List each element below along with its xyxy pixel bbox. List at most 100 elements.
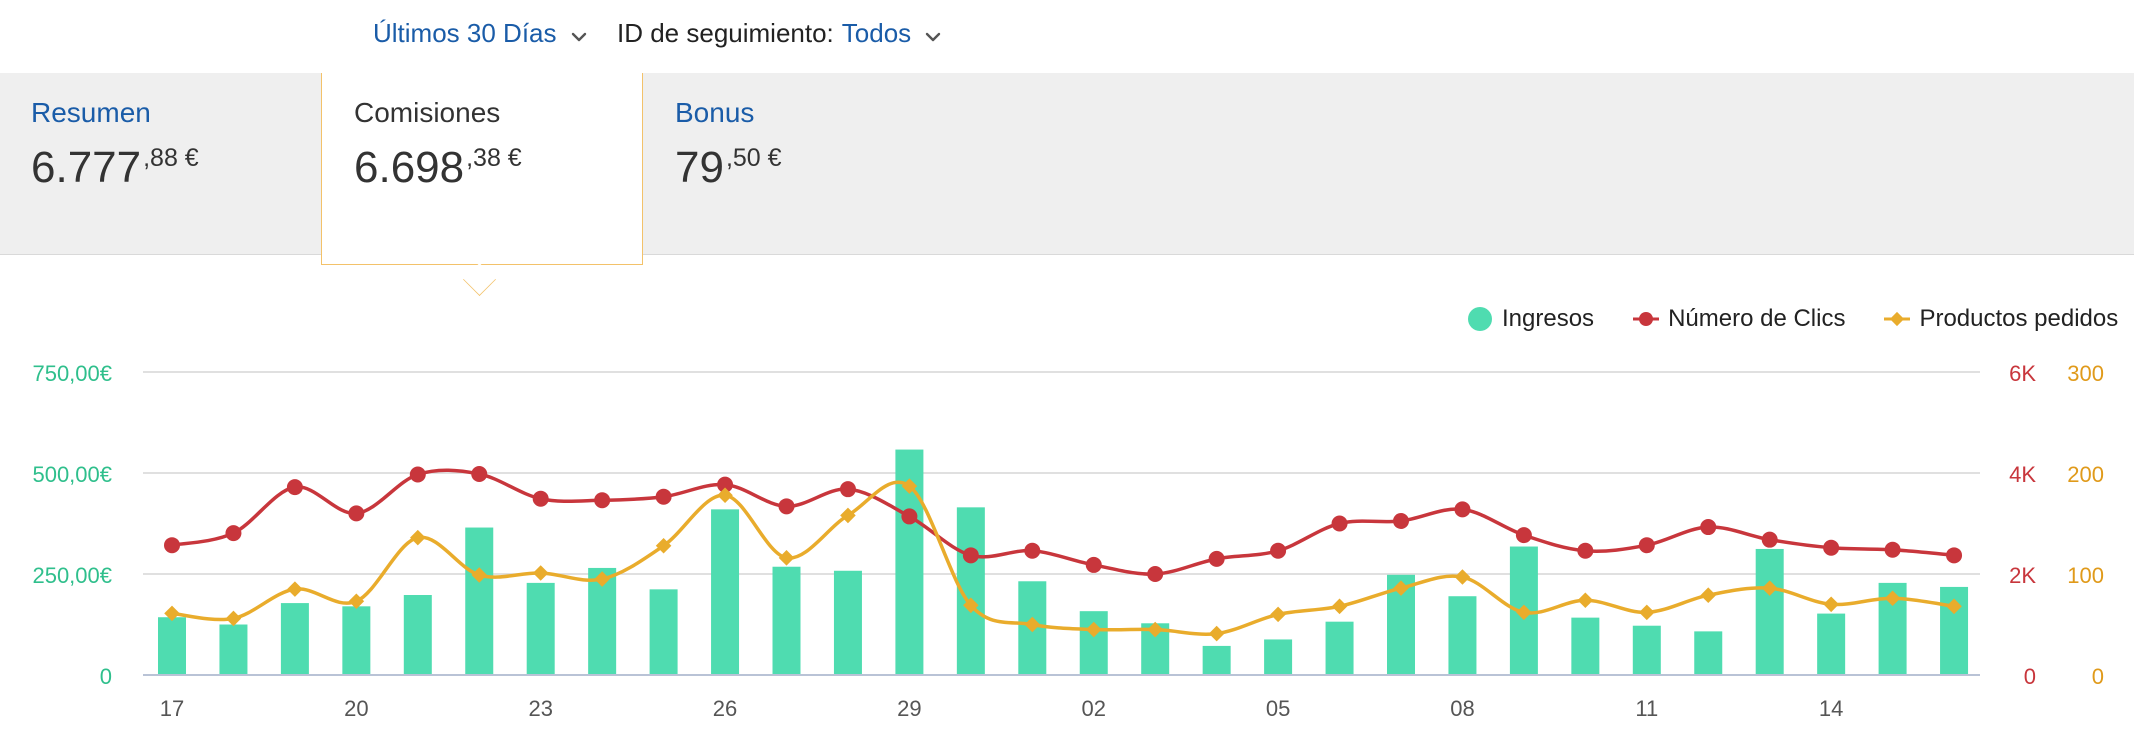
point-productos	[164, 605, 180, 622]
point-productos	[1085, 621, 1102, 638]
legend-item-productos[interactable]: Productos pedidos	[1883, 305, 2118, 333]
line-clics	[171, 468, 1955, 576]
bar-ingresos	[1817, 613, 1846, 675]
y-left-tick-label: 500,00€	[32, 462, 112, 487]
point-productos	[1577, 592, 1594, 609]
tracking-id-value: Todos	[841, 18, 912, 48]
card-title: Resumen	[31, 97, 151, 128]
point-clics	[1515, 527, 1532, 544]
filter-bar: Últimos 30 Días ID de seguimiento: Todos	[0, 0, 2134, 74]
legend-dot-icon	[1468, 307, 1492, 331]
summary-card-comisiones[interactable]: Comisiones 6.698,38 €	[321, 73, 643, 265]
bar-ingresos	[649, 589, 678, 675]
bar-ingresos	[158, 617, 186, 675]
point-clics	[1761, 531, 1778, 548]
x-tick-label: 20	[344, 696, 368, 721]
point-clics	[962, 547, 979, 564]
x-tick-label: 08	[1450, 696, 1474, 721]
point-productos	[1884, 590, 1901, 607]
point-clics	[1024, 542, 1041, 559]
legend-item-ingresos[interactable]: Ingresos	[1466, 305, 1594, 333]
bar-ingresos	[1325, 621, 1354, 675]
y-right-productos-tick-label: 0	[2092, 664, 2104, 689]
x-tick-label: 23	[528, 696, 552, 721]
legend-item-clics[interactable]: Número de Clics	[1632, 305, 1845, 333]
point-productos	[840, 507, 856, 524]
point-productos	[410, 529, 426, 546]
point-productos	[1700, 587, 1717, 603]
y-left-tick-label: 0	[100, 664, 112, 689]
point-productos	[655, 537, 672, 554]
point-clics	[901, 508, 918, 525]
point-productos	[1454, 569, 1471, 585]
point-clics	[1638, 537, 1655, 554]
point-clics	[778, 498, 795, 515]
bar-ingresos	[465, 527, 494, 675]
point-productos	[287, 581, 303, 597]
point-clics	[1270, 542, 1287, 559]
bar-ingresos	[1694, 631, 1723, 675]
legend-label: Productos pedidos	[1919, 305, 2119, 332]
bar-ingresos	[1079, 611, 1108, 675]
card-title: Comisiones	[354, 97, 501, 128]
x-tick-label: 02	[1082, 696, 1106, 721]
summary-card-bonus[interactable]: Bonus 79,50 €	[644, 73, 964, 254]
point-clics	[655, 488, 672, 505]
point-productos	[1761, 580, 1778, 596]
y-right-clics-tick-label: 0	[2024, 664, 2036, 689]
y-right-productos-tick-label: 200	[2067, 462, 2104, 487]
bar-ingresos	[1571, 617, 1600, 675]
tracking-id-dropdown[interactable]: ID de seguimiento: Todos	[617, 18, 941, 49]
point-clics	[717, 476, 734, 493]
point-productos	[532, 565, 549, 581]
y-right-productos-tick-label: 300	[2067, 361, 2104, 386]
point-clics	[594, 492, 611, 509]
point-productos	[1270, 606, 1286, 623]
bar-ingresos	[403, 595, 432, 675]
period-value: Últimos 30 Días	[373, 18, 557, 48]
bar-ingresos	[711, 509, 740, 675]
point-productos	[778, 550, 795, 566]
point-clics	[532, 490, 549, 507]
legend-label: Número de Clics	[1668, 305, 1846, 332]
bar-ingresos	[1264, 639, 1293, 675]
point-clics	[286, 479, 303, 496]
card-value: 6.777,88 €	[31, 143, 199, 192]
y-left-tick-label: 250,00€	[32, 563, 112, 588]
point-productos	[1516, 604, 1532, 621]
point-clics	[409, 466, 426, 483]
point-clics	[348, 505, 365, 522]
point-clics	[164, 537, 180, 554]
x-tick-label: 11	[1635, 696, 1658, 721]
y-left-tick-label: 750,00€	[32, 361, 112, 386]
point-productos	[963, 597, 979, 614]
bar-ingresos	[219, 624, 248, 675]
point-clics	[471, 466, 488, 483]
point-clics	[1946, 547, 1963, 564]
x-tick-label: 14	[1819, 696, 1843, 721]
y-right-clics-tick-label: 6K	[2009, 361, 2036, 386]
y-right-clics-tick-label: 2K	[2009, 563, 2036, 588]
summary-card-resumen[interactable]: Resumen 6.777,88 €	[0, 73, 320, 254]
bar-ingresos	[1448, 596, 1477, 675]
chevron-down-icon	[925, 32, 941, 42]
point-clics	[1454, 501, 1471, 518]
point-clics	[839, 481, 856, 498]
point-productos	[1024, 616, 1041, 633]
x-tick-label: 29	[897, 696, 921, 721]
point-productos	[1823, 596, 1839, 613]
x-tick-label: 17	[160, 696, 184, 721]
point-productos	[1639, 604, 1655, 621]
point-productos	[1393, 580, 1409, 596]
tracking-id-label: ID de seguimiento:	[617, 18, 834, 48]
point-clics	[1393, 512, 1409, 529]
point-productos	[1147, 621, 1163, 638]
legend-label: Ingresos	[1502, 305, 1595, 332]
period-dropdown[interactable]: Últimos 30 Días	[373, 18, 587, 49]
chart-legend: Ingresos Número de Clics Productos pedid…	[1466, 305, 2118, 333]
point-productos	[1331, 598, 1348, 615]
point-productos	[1208, 625, 1225, 642]
bar-ingresos	[1755, 548, 1784, 675]
bar-ingresos	[1202, 645, 1231, 675]
